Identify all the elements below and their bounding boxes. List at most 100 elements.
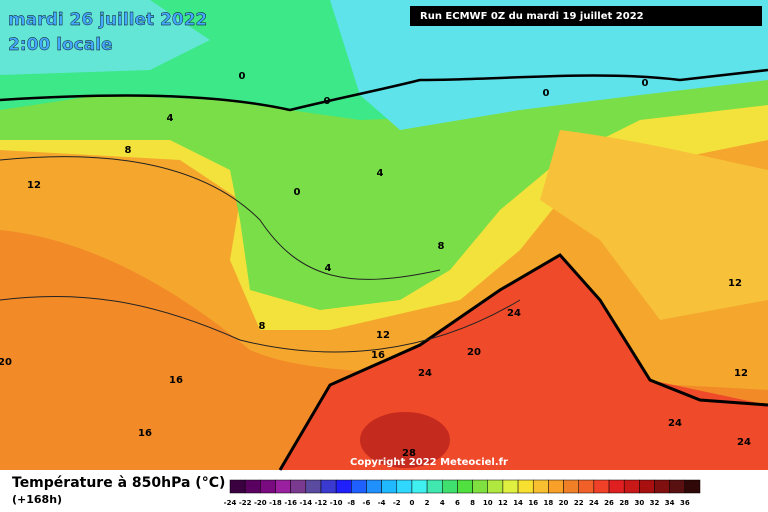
contour-label: 28 xyxy=(402,448,416,459)
scale-tick-label: -12 xyxy=(315,499,328,507)
color-swatch xyxy=(260,479,276,494)
contour-label: 0 xyxy=(324,96,331,107)
contour-label: 12 xyxy=(734,368,748,379)
zone-cyan xyxy=(330,0,768,130)
scale-tick-label: 16 xyxy=(528,499,538,507)
color-swatch xyxy=(593,479,610,494)
contour-label: 0 xyxy=(543,88,550,99)
isotherm xyxy=(0,156,441,280)
scale-tick-label: 0 xyxy=(409,499,414,507)
scale-tick-label: -16 xyxy=(284,499,297,507)
color-swatch xyxy=(244,479,261,494)
zone-east xyxy=(540,130,768,320)
contour-label: 0 xyxy=(239,71,246,82)
contour-label: 8 xyxy=(438,241,445,252)
contour-label: 24 xyxy=(668,418,682,429)
contour-label: 0 xyxy=(294,187,301,198)
color-swatch xyxy=(351,479,367,494)
color-swatch xyxy=(366,479,382,494)
legend-title: Température à 850hPa (°C) xyxy=(12,475,225,491)
scale-tick-label: 4 xyxy=(440,499,445,507)
contour-label: 4 xyxy=(325,263,332,274)
color-swatch xyxy=(457,479,473,494)
scale-tick-label: 22 xyxy=(574,499,584,507)
scale-tick-label: -22 xyxy=(239,499,252,507)
run-info: Run ECMWF 0Z du mardi 19 juillet 2022 xyxy=(420,11,644,22)
color-scale: -24 -22 -20 -18 -16 -14 -12 -10 -8 -6 -4 -2 0 2 4 6 8 10 1… xyxy=(224,479,701,507)
contour-label: 8 xyxy=(259,321,266,332)
color-swatch xyxy=(684,479,701,494)
scale-tick-label: 6 xyxy=(455,499,460,507)
zone-dark-red xyxy=(360,412,450,468)
color-swatch xyxy=(229,479,246,494)
contour-label: 12 xyxy=(376,330,390,341)
scale-tick-label: -18 xyxy=(269,499,282,507)
map: Run ECMWF 0Z du mardi 19 juillet 2022 ma… xyxy=(0,0,768,471)
scale-tick-label: 24 xyxy=(589,499,599,507)
color-swatch xyxy=(487,479,504,494)
contour-label: 8 xyxy=(125,145,132,156)
contour-label: 24 xyxy=(737,437,751,448)
scale-tick-label: -4 xyxy=(378,499,386,507)
scale-tick-label: 28 xyxy=(619,499,629,507)
color-swatch xyxy=(578,479,595,494)
scale-tick-label: 14 xyxy=(513,499,523,507)
scale-tick-label: 10 xyxy=(483,499,493,507)
scale-tick-label: 2 xyxy=(425,499,430,507)
color-swatch xyxy=(396,479,413,494)
color-swatch xyxy=(532,479,549,494)
contour-labels: 0 0 0 0 0 4 4 4 8 8 8 12 12 12 12 16 16 16 20 20 24 24 24 24 28 xyxy=(0,71,751,459)
color-swatch xyxy=(442,479,458,494)
color-swatch xyxy=(654,479,670,494)
color-swatch xyxy=(290,479,307,494)
contour-label: 20 xyxy=(0,357,12,368)
scale-tick-label: 34 xyxy=(665,499,675,507)
color-swatch xyxy=(472,479,488,494)
scale-tick-label: -24 xyxy=(224,499,237,507)
color-swatch xyxy=(381,479,398,494)
isotherm xyxy=(0,295,521,353)
contour-label: 16 xyxy=(371,350,385,361)
scale-tick-label: 20 xyxy=(559,499,569,507)
contour-label: 4 xyxy=(167,113,174,124)
color-swatch xyxy=(517,479,534,494)
forecast-hour: (+168h) xyxy=(12,493,62,506)
color-swatch xyxy=(623,479,640,494)
scale-tick-label: 30 xyxy=(634,499,644,507)
contour-label: 0 xyxy=(642,78,649,89)
local-time: 2:00 locale xyxy=(8,35,113,55)
color-swatch xyxy=(426,479,443,494)
contour-label: 24 xyxy=(507,308,521,319)
zone-cyan-west xyxy=(0,0,210,75)
color-swatch xyxy=(608,479,625,494)
copyright: Copyright 2022 Meteociel.fr xyxy=(350,457,508,468)
color-swatch xyxy=(411,479,428,494)
scale-tick-label: 8 xyxy=(470,499,475,507)
color-swatch xyxy=(502,479,519,494)
scale-tick-label: -6 xyxy=(363,499,371,507)
contour-label: 12 xyxy=(728,278,742,289)
color-swatch xyxy=(335,479,352,494)
color-swatch xyxy=(639,479,655,494)
scale-tick-label: 18 xyxy=(544,499,554,507)
contour-label: 16 xyxy=(138,428,152,439)
scale-tick-label: -14 xyxy=(299,499,312,507)
contour-label: 20 xyxy=(467,347,481,358)
color-swatch xyxy=(305,479,322,494)
color-swatch xyxy=(275,479,291,494)
contour-line xyxy=(0,68,768,112)
contour-line xyxy=(278,253,768,471)
scale-tick-label: -10 xyxy=(330,499,343,507)
contour-label: 12 xyxy=(27,180,41,191)
scale-tick-label: 32 xyxy=(650,499,660,507)
scale-tick-label: -8 xyxy=(347,499,355,507)
color-swatch xyxy=(563,479,579,494)
color-swatch xyxy=(669,479,686,494)
date: mardi 26 juillet 2022 xyxy=(8,10,207,30)
contour-label: 4 xyxy=(377,168,384,179)
color-swatch xyxy=(320,479,337,494)
scale-tick-label: -2 xyxy=(393,499,401,507)
run-banner xyxy=(410,6,762,26)
